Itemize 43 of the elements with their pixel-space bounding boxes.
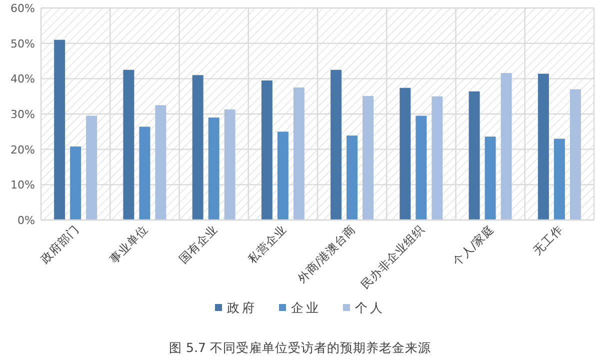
y-tick-label: 50% bbox=[10, 37, 35, 50]
bar bbox=[123, 70, 134, 220]
bar bbox=[54, 40, 66, 220]
x-tick-label: 民办非企业组织 bbox=[358, 222, 428, 292]
bar bbox=[346, 136, 358, 220]
y-tick-label: 60% bbox=[10, 2, 35, 15]
x-tick-label: 无工作 bbox=[530, 222, 566, 258]
bar bbox=[70, 146, 82, 220]
y-tick-label: 20% bbox=[10, 143, 35, 156]
y-tick-label: 10% bbox=[10, 178, 35, 192]
bar bbox=[330, 70, 342, 220]
x-tick-label: 事业单位 bbox=[106, 222, 151, 266]
bar bbox=[362, 96, 374, 220]
bar bbox=[432, 96, 443, 220]
bar bbox=[416, 116, 427, 220]
y-tick-label: 40% bbox=[10, 72, 35, 86]
legend-label: 企业 bbox=[291, 300, 321, 315]
bar bbox=[293, 88, 304, 220]
legend-label: 政府 bbox=[227, 300, 257, 315]
bar bbox=[86, 116, 98, 220]
bar bbox=[468, 91, 480, 220]
bar bbox=[224, 109, 236, 220]
bar bbox=[484, 136, 496, 220]
bar bbox=[192, 75, 204, 220]
x-tick-label: 外商/港澳台商 bbox=[294, 222, 358, 286]
bar bbox=[500, 73, 512, 220]
bar bbox=[155, 105, 166, 220]
bar bbox=[261, 80, 272, 220]
x-tick-label: 个人/家庭 bbox=[450, 222, 496, 269]
x-tick-label: 政府部门 bbox=[38, 222, 82, 266]
bar bbox=[400, 88, 411, 220]
text: 图 5.7 不同受雇单位受访者的预期养老金来源 bbox=[169, 340, 431, 355]
x-tick-label: 私营企业 bbox=[245, 222, 290, 266]
bar bbox=[570, 89, 581, 220]
legend-label: 个人 bbox=[355, 300, 385, 315]
bar bbox=[139, 126, 150, 220]
y-tick-label: 0% bbox=[18, 214, 35, 227]
bar bbox=[554, 138, 565, 220]
bar bbox=[538, 74, 549, 220]
x-tick-label: 国有企业 bbox=[176, 222, 220, 266]
y-tick-label: 30% bbox=[10, 108, 35, 121]
bar bbox=[208, 118, 220, 220]
bar bbox=[277, 132, 288, 220]
